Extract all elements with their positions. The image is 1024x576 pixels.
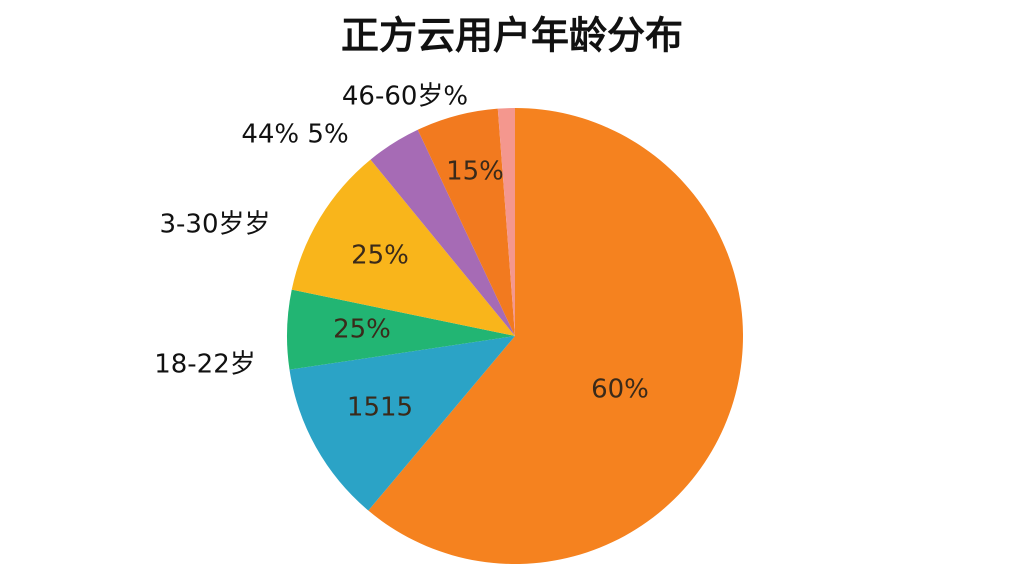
slice-label: 1515	[347, 393, 413, 423]
category-label: 18-22岁	[154, 350, 256, 380]
pie-slice	[497, 108, 515, 336]
slice-label: 15%	[446, 157, 504, 187]
pie-slice	[368, 108, 743, 565]
pie-slice	[289, 336, 515, 511]
category-label: 3-30岁岁	[159, 210, 270, 240]
slice-label: 25%	[333, 315, 391, 345]
slice-label: 60%	[591, 375, 649, 405]
pie-slice	[417, 108, 515, 337]
pie-slice	[291, 159, 515, 336]
pie-slice	[370, 129, 515, 336]
pie-slice	[287, 289, 515, 370]
slice-label: 25%	[351, 241, 409, 271]
category-label: 44% 5%	[241, 120, 348, 150]
category-label: 46-60岁%	[342, 82, 468, 112]
chart-title: 正方云用户年龄分布	[341, 14, 683, 58]
